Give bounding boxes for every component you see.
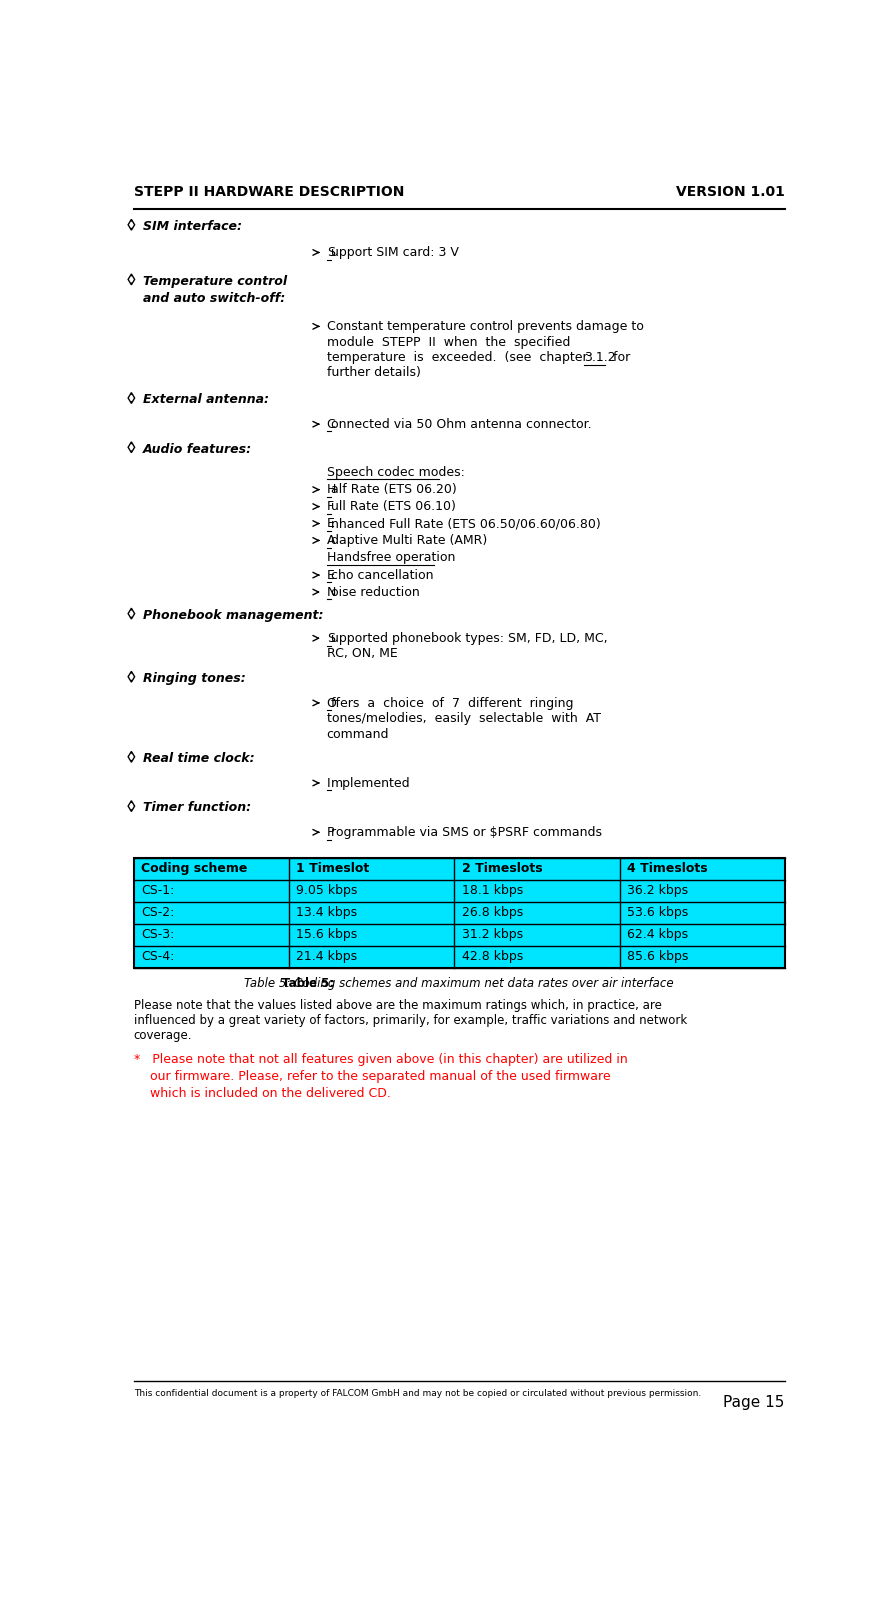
Text: for: for bbox=[605, 351, 630, 364]
Polygon shape bbox=[128, 442, 134, 452]
Text: 1 Timeslot: 1 Timeslot bbox=[297, 862, 370, 875]
Text: P: P bbox=[327, 826, 334, 838]
Polygon shape bbox=[128, 275, 134, 284]
Text: F: F bbox=[327, 500, 334, 513]
Text: H: H bbox=[327, 484, 336, 497]
Text: 9.05 kbps: 9.05 kbps bbox=[297, 885, 358, 898]
Text: upported phonebook types: SM, FD, LD, MC,: upported phonebook types: SM, FD, LD, MC… bbox=[331, 632, 607, 645]
Bar bbox=[134, 859, 785, 968]
Text: 18.1 kbps: 18.1 kbps bbox=[461, 885, 522, 898]
Text: C: C bbox=[327, 418, 335, 431]
Text: O: O bbox=[327, 696, 337, 709]
Text: A: A bbox=[327, 535, 335, 548]
Text: onnected via 50 Ohm antenna connector.: onnected via 50 Ohm antenna connector. bbox=[331, 418, 591, 431]
Text: Temperature control: Temperature control bbox=[143, 275, 287, 287]
Text: RC, ON, ME: RC, ON, ME bbox=[327, 647, 398, 661]
Text: 2 Timeslots: 2 Timeslots bbox=[461, 862, 542, 875]
Text: 85.6 kbps: 85.6 kbps bbox=[627, 950, 689, 963]
Text: Page 15: Page 15 bbox=[723, 1394, 785, 1410]
Text: CS-3:: CS-3: bbox=[142, 928, 175, 941]
Text: Handsfree operation: Handsfree operation bbox=[327, 551, 455, 564]
Text: temperature  is  exceeded.  (see  chapter: temperature is exceeded. (see chapter bbox=[327, 351, 591, 364]
Text: upport SIM card: 3 V: upport SIM card: 3 V bbox=[331, 246, 459, 259]
Text: I: I bbox=[327, 776, 331, 791]
Polygon shape bbox=[130, 444, 133, 450]
Polygon shape bbox=[130, 674, 133, 679]
Polygon shape bbox=[130, 222, 133, 227]
Text: Table 5: Coding schemes and maximum net data rates over air interface: Table 5: Coding schemes and maximum net … bbox=[245, 977, 674, 990]
Text: Phonebook management:: Phonebook management: bbox=[143, 608, 323, 621]
Polygon shape bbox=[128, 800, 134, 811]
Text: E: E bbox=[327, 569, 334, 581]
Text: Speech codec modes:: Speech codec modes: bbox=[327, 466, 464, 479]
Polygon shape bbox=[130, 276, 133, 283]
Text: Real time clock:: Real time clock: bbox=[143, 752, 254, 765]
Text: CS-1:: CS-1: bbox=[142, 885, 175, 898]
Text: daptive Multi Rate (AMR): daptive Multi Rate (AMR) bbox=[331, 535, 487, 548]
Text: Coding scheme: Coding scheme bbox=[142, 862, 248, 875]
Text: mplemented: mplemented bbox=[331, 776, 410, 791]
Text: Ringing tones:: Ringing tones: bbox=[143, 672, 246, 685]
Text: E: E bbox=[327, 517, 334, 530]
Polygon shape bbox=[130, 396, 133, 401]
Text: Table 5:: Table 5: bbox=[282, 977, 334, 990]
Text: STEPP II HARDWARE DESCRIPTION: STEPP II HARDWARE DESCRIPTION bbox=[134, 185, 404, 198]
Text: S: S bbox=[327, 246, 335, 259]
Text: nhanced Full Rate (ETS 06.50/06.60/06.80): nhanced Full Rate (ETS 06.50/06.60/06.80… bbox=[331, 517, 600, 530]
Text: further details): further details) bbox=[327, 366, 420, 380]
Text: 62.4 kbps: 62.4 kbps bbox=[627, 928, 688, 941]
Text: 53.6 kbps: 53.6 kbps bbox=[627, 905, 689, 920]
Text: and auto switch-off:: and auto switch-off: bbox=[143, 292, 285, 305]
Text: command: command bbox=[327, 728, 389, 741]
Text: 26.8 kbps: 26.8 kbps bbox=[461, 905, 522, 920]
Polygon shape bbox=[128, 393, 134, 404]
Polygon shape bbox=[130, 754, 133, 760]
Text: CS-2:: CS-2: bbox=[142, 905, 175, 920]
Bar bbox=[134, 859, 785, 968]
Text: CS-4:: CS-4: bbox=[142, 950, 175, 963]
Text: N: N bbox=[327, 586, 336, 599]
Text: *   Please note that not all features given above (in this chapter) are utilized: * Please note that not all features give… bbox=[134, 1052, 627, 1065]
Text: 3.1.2: 3.1.2 bbox=[584, 351, 616, 364]
Text: 4 Timeslots: 4 Timeslots bbox=[627, 862, 708, 875]
Text: 36.2 kbps: 36.2 kbps bbox=[627, 885, 688, 898]
Text: Please note that the values listed above are the maximum ratings which, in pract: Please note that the values listed above… bbox=[134, 1000, 687, 1041]
Text: 42.8 kbps: 42.8 kbps bbox=[461, 950, 522, 963]
Text: tones/melodies,  easily  selectable  with  AT: tones/melodies, easily selectable with A… bbox=[327, 712, 600, 725]
Text: SIM interface:: SIM interface: bbox=[143, 220, 242, 233]
Text: oise reduction: oise reduction bbox=[331, 586, 419, 599]
Text: cho cancellation: cho cancellation bbox=[331, 569, 434, 581]
Text: module  STEPP  II  when  the  specified: module STEPP II when the specified bbox=[327, 335, 570, 348]
Text: Audio features:: Audio features: bbox=[143, 442, 252, 455]
Text: ffers  a  choice  of  7  different  ringing: ffers a choice of 7 different ringing bbox=[331, 696, 573, 709]
Text: VERSION 1.01: VERSION 1.01 bbox=[676, 185, 785, 198]
Text: rogrammable via SMS or $PSRF commands: rogrammable via SMS or $PSRF commands bbox=[331, 826, 602, 838]
Text: ull Rate (ETS 06.10): ull Rate (ETS 06.10) bbox=[331, 500, 456, 513]
Text: External antenna:: External antenna: bbox=[143, 393, 269, 406]
Text: Timer function:: Timer function: bbox=[143, 802, 251, 814]
Text: which is included on the delivered CD.: which is included on the delivered CD. bbox=[134, 1088, 391, 1100]
Polygon shape bbox=[128, 219, 134, 230]
Text: 13.4 kbps: 13.4 kbps bbox=[297, 905, 358, 920]
Text: This confidential document is a property of FALCOM GmbH and may not be copied or: This confidential document is a property… bbox=[134, 1389, 701, 1397]
Polygon shape bbox=[128, 671, 134, 682]
Text: S: S bbox=[327, 632, 335, 645]
Text: 21.4 kbps: 21.4 kbps bbox=[297, 950, 358, 963]
Text: our firmware. Please, refer to the separated manual of the used firmware: our firmware. Please, refer to the separ… bbox=[134, 1070, 610, 1083]
Text: alf Rate (ETS 06.20): alf Rate (ETS 06.20) bbox=[331, 484, 457, 497]
Text: 31.2 kbps: 31.2 kbps bbox=[461, 928, 522, 941]
Text: Constant temperature control prevents damage to: Constant temperature control prevents da… bbox=[327, 321, 643, 334]
Polygon shape bbox=[128, 752, 134, 762]
Polygon shape bbox=[130, 612, 133, 616]
Polygon shape bbox=[128, 608, 134, 620]
Text: 15.6 kbps: 15.6 kbps bbox=[297, 928, 358, 941]
Polygon shape bbox=[130, 803, 133, 808]
